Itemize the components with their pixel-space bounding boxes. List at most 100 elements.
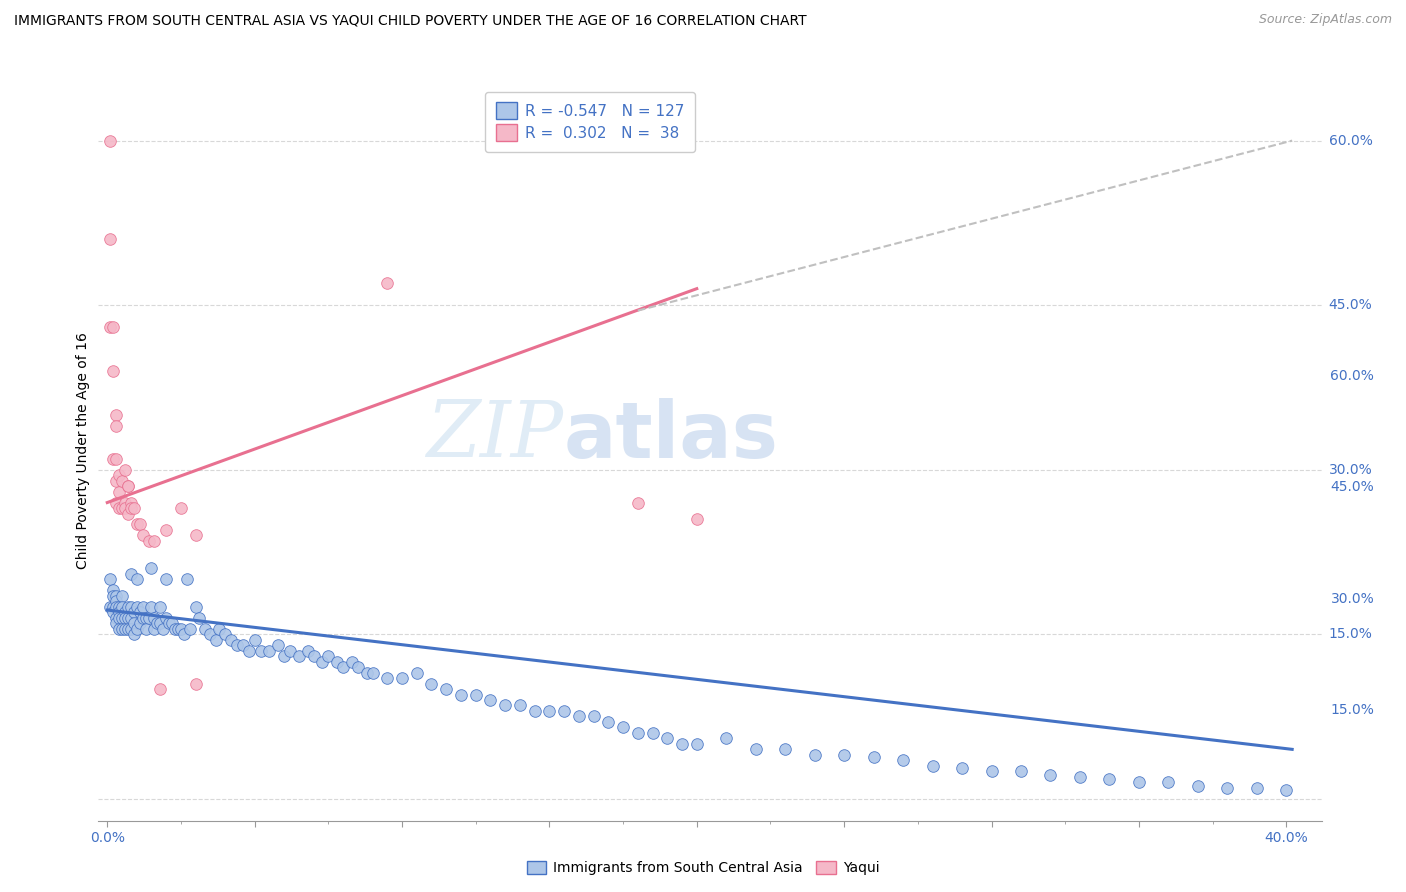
Point (114, 495, 136, 509)
Point (184, 676, 207, 690)
Point (125, 572, 148, 586)
Point (346, 660, 368, 674)
Point (122, 501, 145, 516)
Text: Source: ZipAtlas.com: Source: ZipAtlas.com (1258, 13, 1392, 27)
Text: 60.0%: 60.0% (1329, 134, 1372, 147)
Point (214, 627, 236, 641)
Point (568, 709, 591, 723)
Point (332, 660, 354, 674)
Point (141, 561, 163, 575)
Point (117, 622, 139, 636)
Point (105, 474, 128, 488)
Point (101, 583, 124, 598)
Point (98, 599, 121, 614)
Point (278, 643, 301, 657)
Point (1128, 775, 1150, 789)
Point (170, 501, 193, 516)
Point (111, 622, 134, 636)
Point (627, 495, 650, 509)
Point (128, 605, 150, 619)
Point (135, 622, 157, 636)
Point (170, 622, 193, 636)
Point (657, 731, 679, 746)
Point (101, 599, 124, 614)
Text: ZIP: ZIP (426, 398, 564, 474)
Point (131, 528, 153, 542)
Point (122, 627, 145, 641)
Point (157, 616, 180, 631)
Point (155, 611, 177, 625)
Point (143, 622, 166, 636)
Point (641, 726, 664, 740)
Point (375, 276, 398, 290)
Point (226, 638, 249, 652)
Point (120, 622, 142, 636)
Point (1246, 780, 1268, 795)
Point (117, 611, 139, 625)
Point (128, 517, 150, 532)
Point (128, 616, 150, 631)
Point (108, 605, 131, 619)
Point (120, 599, 142, 614)
Point (98, 232, 121, 246)
Point (105, 495, 128, 509)
Text: 30.0%: 30.0% (1329, 463, 1372, 476)
Point (131, 611, 153, 625)
Point (105, 599, 128, 614)
Point (200, 627, 222, 641)
Point (340, 655, 363, 669)
Point (238, 643, 260, 657)
Point (114, 501, 136, 516)
Point (122, 605, 145, 619)
Point (686, 737, 709, 751)
Point (111, 599, 134, 614)
Point (167, 622, 190, 636)
Text: IMMIGRANTS FROM SOUTH CENTRAL ASIA VS YAQUI CHILD POVERTY UNDER THE AGE OF 16 CO: IMMIGRANTS FROM SOUTH CENTRAL ASIA VS YA… (14, 13, 807, 28)
Point (149, 616, 172, 631)
Point (1187, 779, 1209, 793)
Point (117, 479, 139, 493)
Point (318, 649, 340, 664)
Point (773, 742, 796, 756)
Point (111, 501, 134, 516)
Point (176, 572, 198, 586)
Point (450, 688, 472, 702)
Point (105, 451, 128, 466)
Point (101, 605, 124, 619)
Point (108, 484, 131, 499)
Point (108, 468, 131, 483)
Point (891, 753, 914, 767)
Point (671, 737, 693, 751)
Point (205, 632, 228, 647)
Point (152, 622, 174, 636)
Point (1157, 775, 1180, 789)
Point (125, 517, 148, 532)
Text: 45.0%: 45.0% (1330, 481, 1374, 494)
Point (105, 594, 128, 608)
Point (612, 720, 634, 734)
Point (120, 566, 142, 581)
Point (1098, 772, 1121, 786)
Legend: Immigrants from South Central Asia, Yaqui: Immigrants from South Central Asia, Yaqu… (522, 855, 884, 880)
Point (259, 643, 281, 657)
Point (101, 320, 124, 334)
Point (143, 533, 166, 548)
Point (111, 589, 134, 603)
Point (1039, 767, 1062, 781)
Point (111, 474, 134, 488)
Point (494, 698, 516, 713)
Point (184, 528, 207, 542)
Point (356, 665, 378, 680)
Point (950, 761, 973, 775)
Point (391, 671, 413, 685)
Point (141, 599, 163, 614)
Point (105, 418, 128, 433)
Point (120, 495, 142, 509)
Point (117, 599, 139, 614)
Point (179, 622, 201, 636)
Point (538, 704, 561, 718)
Text: 15.0%: 15.0% (1329, 627, 1372, 641)
Point (921, 759, 943, 773)
Point (716, 731, 738, 746)
Point (105, 611, 128, 625)
